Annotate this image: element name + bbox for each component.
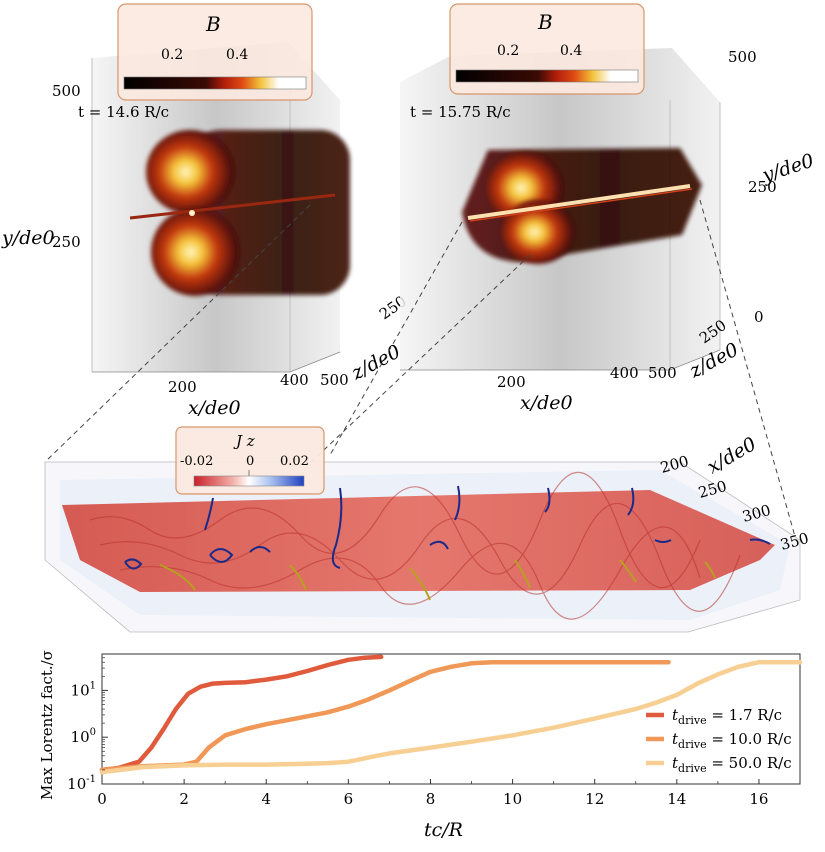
chart-legend-label-2: tdrive = 50.0 R/c <box>672 754 792 775</box>
left-y-tick-500: 500 <box>52 82 81 100</box>
right-y-tick-500: 500 <box>728 48 757 66</box>
left-colorbar-title: B <box>205 12 221 36</box>
left-volume-panel: 500 250 y/de0 t = 14.6 R/c 200 400 x/de0… <box>1 3 410 419</box>
zoom-colorbar <box>193 475 305 487</box>
chart-x-tick-label: 2 <box>179 790 189 808</box>
right-lower-flux-tube <box>502 200 574 264</box>
right-colorbar-title: B <box>537 10 553 34</box>
chart-x-tick-label: 14 <box>667 790 686 808</box>
left-colorbar-legend: B 0.2 0.4 <box>117 3 313 101</box>
chart-x-axis-label: tc/R <box>424 819 463 841</box>
lorentz-factor-chart: 0 2 4 6 8 10 12 14 16 10-1 100 101 tc/R Max Lorentz… <box>38 650 803 841</box>
chart-x-tick-label: 10 <box>503 790 522 808</box>
right-colorbar <box>455 69 639 83</box>
zoomed-current-sheet-panel: 200 x/de0 250 300 350 J z -0.02 0 0.02 <box>44 426 811 633</box>
left-x-axis-label: x/de0 <box>188 397 241 419</box>
zoom-x-axis-label: x/de0 <box>704 433 761 478</box>
right-colorbar-tick-0.2: 0.2 <box>497 43 519 59</box>
chart-x-tick-label: 8 <box>426 790 436 808</box>
zoom-colorbar-title: J z <box>233 432 255 450</box>
left-z-axis-label: z/de0 <box>347 341 404 385</box>
chart-series-line-0 <box>99 654 384 773</box>
zoom-colorbar-tick-zero: 0 <box>246 454 254 469</box>
yellow-field-lines <box>159 559 716 601</box>
right-y-tick-0: 0 <box>754 308 764 326</box>
left-z-tick-500: 500 <box>320 371 349 389</box>
right-x-tick-400: 400 <box>610 364 639 382</box>
left-current-sheet <box>129 193 336 220</box>
left-time-label: t = 14.6 R/c <box>78 103 169 121</box>
chart-x-tick-label: 0 <box>97 790 107 808</box>
chart-x-tick-label: 16 <box>749 790 768 808</box>
right-colorbar-tick-0.4: 0.4 <box>560 43 582 59</box>
chart-y-tick-label: 101 <box>71 680 96 699</box>
chart-legend-label-0: tdrive = 1.7 R/c <box>672 706 782 727</box>
left-colorbar-tick-0.4: 0.4 <box>226 47 248 63</box>
chart-plot-area <box>101 653 801 785</box>
left-x-tick-400: 400 <box>280 371 309 389</box>
left-lower-flux-tube <box>151 208 239 296</box>
chart-y-tick-label: 100 <box>71 727 96 746</box>
left-y-tick-250: 250 <box>52 233 81 251</box>
zoom-colorbar-tick-pos: 0.02 <box>280 454 309 469</box>
chart-x-tick-label: 4 <box>261 790 271 808</box>
right-colorbar-legend: B 0.2 0.4 <box>449 3 645 95</box>
right-z-tick-500: 500 <box>648 364 677 382</box>
chart-x-tick-label: 6 <box>344 790 354 808</box>
chart-y-tick-label: 10-1 <box>67 774 96 793</box>
right-volume-panel: 500 250 y/de0 0 t = 15.75 R/c 200 400 x/… <box>400 3 817 414</box>
right-y-tick-250: 250 <box>748 178 777 196</box>
chart-x-tick-label: 12 <box>585 790 604 808</box>
chart-y-axis-label: Max Lorentz fact./σ <box>38 650 56 800</box>
chart-series-line-1 <box>99 659 671 773</box>
chart-series-line-2 <box>99 659 803 775</box>
chart-legend: tdrive = 1.7 R/c tdrive = 10.0 R/c tdrive … <box>646 706 792 775</box>
left-y-axis-label: y/de0 <box>1 227 55 249</box>
zoom-colorbar-tick-neg: -0.02 <box>180 454 213 469</box>
right-current-sheet <box>467 184 691 220</box>
left-x-tick-200: 200 <box>168 378 197 396</box>
right-x-tick-200: 200 <box>497 373 526 391</box>
right-x-axis-label: x/de0 <box>520 392 573 414</box>
zoom-colorbar-legend: J z -0.02 0 0.02 <box>175 426 325 495</box>
left-upper-flux-tube <box>146 130 234 214</box>
chart-legend-label-1: tdrive = 10.0 R/c <box>672 730 792 751</box>
blue-field-lines <box>124 485 771 570</box>
left-colorbar-tick-0.2: 0.2 <box>161 47 183 63</box>
right-y-axis-label: y/de0 <box>759 150 817 187</box>
left-colorbar <box>123 76 307 90</box>
right-time-label: t = 15.75 R/c <box>410 103 511 121</box>
